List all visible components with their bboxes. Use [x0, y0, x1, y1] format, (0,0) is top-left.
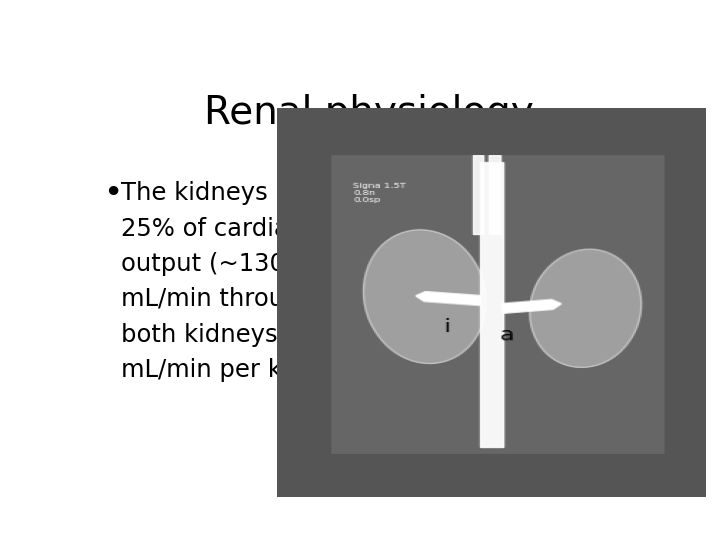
Text: Renal physiology: Renal physiology [204, 94, 534, 132]
Text: •: • [104, 181, 121, 207]
Text: 25% of cardiac: 25% of cardiac [121, 217, 302, 240]
Text: 2: 2 [621, 454, 631, 472]
Text: mL/min through: mL/min through [121, 287, 315, 311]
Text: The kidneys receive: The kidneys receive [121, 181, 364, 205]
Text: output (~1300: output (~1300 [121, 252, 300, 276]
Text: mL/min per kidney).: mL/min per kidney). [121, 358, 366, 382]
Text: both kidneys; 650: both kidneys; 650 [121, 322, 340, 347]
